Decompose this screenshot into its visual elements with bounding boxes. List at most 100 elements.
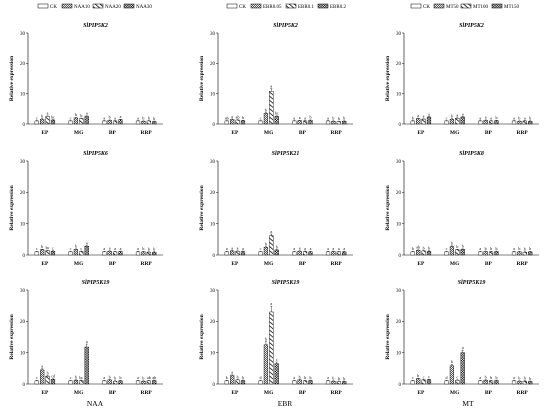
legend-swatch-dense (250, 3, 262, 9)
significance-letter: bc (46, 245, 50, 250)
significance-letter: b (226, 375, 228, 380)
bar (112, 380, 118, 385)
y-tick-label: 30 (396, 160, 402, 165)
bar (460, 249, 465, 256)
significance-letter: b (304, 375, 306, 380)
legend-swatch-ck (410, 3, 422, 9)
y-tick-label: 30 (20, 32, 26, 37)
bar (331, 380, 336, 385)
y-tick-label: 30 (396, 289, 402, 294)
significance-letter: a (479, 115, 481, 120)
bar (483, 251, 488, 256)
significance-letter: b (109, 115, 111, 120)
bar (68, 251, 73, 256)
legend-swatch-slant (285, 3, 297, 9)
significance-letter: b (75, 375, 77, 380)
significance-letter: b (518, 246, 520, 251)
bar (302, 251, 308, 256)
significance-letter: a (462, 345, 464, 350)
bar (107, 120, 112, 125)
significance-letter: b (529, 246, 531, 251)
bar (112, 120, 118, 125)
category-label: EP (41, 390, 49, 396)
significance-letter: ab (225, 115, 229, 120)
significance-letter: bc (79, 375, 83, 380)
treatment-label-naa: NAA (87, 399, 104, 408)
significance-letter: b (47, 370, 49, 375)
category-label: RRP (516, 390, 528, 396)
bar (84, 116, 89, 125)
significance-letter: a (293, 375, 295, 380)
chart-title: SlPIP5K19 (82, 280, 110, 286)
bar (488, 251, 494, 256)
significance-letter: b (338, 376, 340, 381)
significance-letter: a (479, 246, 481, 251)
significance-letter: b (142, 116, 144, 121)
bar (331, 121, 336, 125)
y-tick-label: 0 (23, 123, 26, 128)
significance-letter: a (103, 246, 105, 251)
legend-label: CK (50, 5, 57, 10)
bar (325, 120, 331, 125)
chart-title: SlPIP5K6 (83, 151, 108, 157)
significance-letter: b (332, 116, 334, 121)
category-label: BP (299, 130, 307, 136)
bar (274, 363, 279, 385)
category-label: MG (74, 130, 84, 136)
bar (50, 379, 56, 385)
y-tick-label: 0 (213, 254, 216, 259)
bar (40, 369, 45, 385)
bar (522, 251, 527, 256)
bar (50, 251, 56, 256)
bar (483, 380, 488, 385)
bar (494, 120, 499, 125)
bar (292, 251, 297, 256)
bar (522, 120, 527, 125)
significance-letter: b (75, 244, 77, 249)
bar (421, 379, 426, 385)
bar (79, 380, 84, 385)
bar (34, 380, 39, 385)
bar (528, 251, 533, 256)
bar (416, 250, 421, 256)
bar (258, 380, 263, 385)
bar (460, 352, 465, 385)
category-label: EP (417, 390, 425, 396)
y-tick-label: 30 (396, 32, 402, 37)
significance-letter: b (490, 246, 492, 251)
significance-letter: b (485, 375, 487, 380)
significance-letter: d (446, 375, 448, 380)
category-label: EP (417, 130, 425, 136)
significance-letter: a (462, 111, 464, 116)
significance-letter: a (137, 246, 139, 251)
bar (45, 375, 50, 385)
significance-letter: bc (275, 111, 279, 116)
bar (68, 120, 73, 125)
y-axis-label: Relative expression (9, 185, 15, 230)
significance-letter: b (412, 115, 414, 120)
chart-title: SlPIP5K19 (272, 280, 300, 286)
significance-letter: b (456, 244, 458, 249)
y-tick-label: 10 (20, 351, 26, 356)
significance-letter: b (153, 247, 155, 252)
bar (274, 249, 279, 256)
bar (416, 378, 421, 385)
y-tick-label: 30 (20, 160, 26, 165)
legend-label: EBR0.05 (263, 5, 282, 10)
category-label: MG (74, 390, 84, 396)
significance-letter: a (41, 364, 43, 369)
significance-letter: b (462, 244, 464, 249)
significance-letter: ab (416, 245, 420, 250)
bar (460, 116, 465, 125)
significance-letter: b (518, 376, 520, 381)
legend-swatch-checker (491, 3, 503, 9)
significance-letter: a (423, 113, 425, 118)
category-label: BP (109, 390, 117, 396)
significance-letter: b (524, 247, 526, 252)
significance-letter: a (242, 246, 244, 251)
significance-letter: a (338, 246, 340, 251)
significance-letter: a (293, 115, 295, 120)
